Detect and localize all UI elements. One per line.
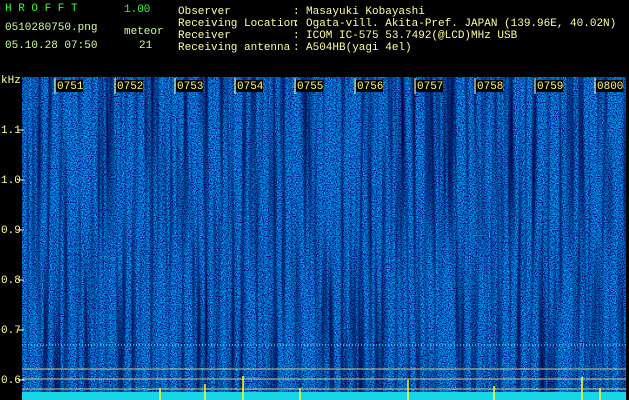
time-label-bg xyxy=(236,80,263,92)
meteor-count: 21 xyxy=(139,40,153,52)
freq-label: 1.0 xyxy=(1,175,21,187)
spectrogram xyxy=(22,77,626,400)
time-label-bg xyxy=(176,80,203,92)
freq-label: 1.1 xyxy=(1,125,21,137)
time-label: 0755 xyxy=(297,81,323,93)
header: H R O F F T 1.00 0510280750.png meteor 0… xyxy=(5,3,164,52)
freq-label: 0.6 xyxy=(1,375,21,387)
info-label: Receiving Location xyxy=(178,18,297,30)
time-label: 0800 xyxy=(597,81,623,93)
info-separator: : xyxy=(293,30,300,42)
datetime: 05.10.28 07:50 xyxy=(5,40,97,52)
app-name: H R O F F T xyxy=(5,3,78,15)
time-label: 0754 xyxy=(237,81,264,93)
time-label: 0752 xyxy=(117,81,143,93)
freq-label: 0.7 xyxy=(1,325,21,337)
info-separator: : xyxy=(293,6,300,18)
info-label: Receiver xyxy=(178,30,231,42)
freq-label: 0.8 xyxy=(1,275,21,287)
info-value: A504HB(yagi 4el) xyxy=(306,42,412,54)
spectrogram-stripes xyxy=(22,77,626,400)
info-label: Receiving antenna xyxy=(178,42,291,54)
meteor-label: meteor xyxy=(124,26,164,38)
signal-spikes xyxy=(159,376,601,400)
time-label-bg xyxy=(116,80,143,92)
time-label: 0757 xyxy=(417,81,443,93)
time-label: 0759 xyxy=(537,81,563,93)
time-label-bg xyxy=(476,80,503,92)
time-label-bg xyxy=(296,80,323,92)
axes: kHz 1.1 1.0 0.9 0.8 0.7 0.6 0751 0752 0753 0754 075… xyxy=(1,75,623,387)
signal-level-band xyxy=(22,392,626,400)
time-label: 0751 xyxy=(57,81,84,93)
time-label-bg xyxy=(416,80,443,92)
time-label: 0756 xyxy=(357,81,383,93)
freq-unit: kHz xyxy=(1,75,21,87)
freq-label: 0.9 xyxy=(1,225,21,237)
info-value: ICOM IC-575 53.7492(@LCD)MHz USB xyxy=(306,30,518,42)
time-label: 0758 xyxy=(477,81,503,93)
info-separator: : xyxy=(293,18,300,30)
info-label: Observer xyxy=(178,6,231,18)
file-name: 0510280750.png xyxy=(5,22,97,34)
version: 1.00 xyxy=(124,4,150,16)
info-separator: : xyxy=(293,42,300,54)
time-label-bg xyxy=(56,80,83,92)
station-info: Observer: Masayuki Kobayashi Receiving Loc… xyxy=(178,6,616,54)
info-value: Ogata-vill. Akita-Pref. JAPAN (139.96E, … xyxy=(306,18,616,30)
time-label: 0753 xyxy=(177,81,203,93)
time-label-bg xyxy=(356,80,383,92)
info-value: Masayuki Kobayashi xyxy=(306,6,425,18)
time-label-bg xyxy=(536,80,563,92)
time-label-bg xyxy=(596,80,623,92)
